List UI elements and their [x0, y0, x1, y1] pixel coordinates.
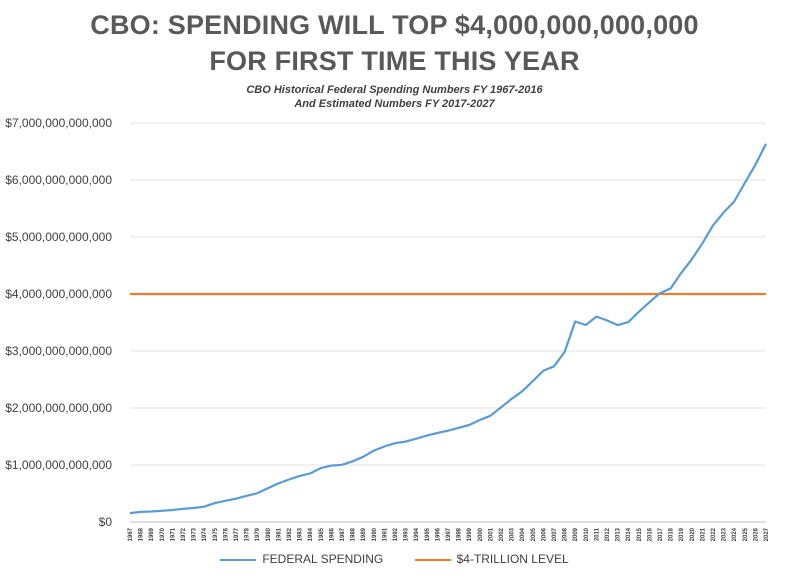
x-tick-label: 1996: [435, 527, 441, 541]
x-tick-label: 2001: [488, 527, 494, 541]
chart-title-line-2: FOR FIRST TIME THIS YEAR: [209, 46, 580, 76]
x-tick-label: 2012: [605, 527, 611, 541]
x-tick-label: 2023: [722, 527, 728, 541]
x-tick-label: 2002: [499, 527, 505, 541]
x-tick-label: 2025: [743, 527, 749, 541]
y-tick-label: $3,000,000,000,000: [5, 344, 112, 358]
x-tick-label: 2019: [679, 527, 685, 541]
x-tick-label: 1993: [404, 527, 410, 541]
legend-label: $4-TRILLION LEVEL: [456, 552, 569, 566]
x-tick-label: 1983: [298, 527, 304, 541]
x-tick-label: 1970: [160, 527, 166, 541]
x-tick-label: 2005: [531, 527, 537, 541]
x-tick-label: 1995: [425, 527, 431, 541]
x-tick-label: 2015: [637, 527, 643, 541]
x-tick-label: 2003: [510, 527, 516, 541]
x-tick-label: 1999: [467, 527, 473, 541]
x-tick-label: 2010: [584, 527, 590, 541]
x-tick-label: 1988: [351, 527, 357, 541]
x-tick-label: 2027: [764, 527, 770, 541]
y-tick-label: $2,000,000,000,000: [5, 401, 112, 415]
x-tick-label: 2000: [478, 527, 484, 541]
chart-title: CBO: SPENDING WILL TOP $4,000,000,000,00…: [90, 10, 699, 40]
x-tick-label: 1981: [276, 527, 282, 541]
y-axis: $0 $1,000,000,000,000 $2,000,000,000,000 $3…: [5, 116, 112, 529]
legend-label: FEDERAL SPENDING: [262, 552, 384, 566]
x-tick-label: 2018: [669, 527, 675, 541]
x-tick-label: 1991: [382, 527, 388, 541]
x-tick-label: 1967: [128, 527, 134, 541]
x-tick-label: 2007: [552, 527, 558, 541]
x-tick-label: 2021: [700, 527, 706, 541]
legend-swatch-federal-spending: [220, 558, 257, 561]
x-tick-label: 1984: [308, 527, 314, 541]
x-tick-label: 1980: [266, 527, 272, 541]
x-axis: 1967 1968 1969 1970 1971 1972 1973 1974 1975 1976…: [128, 527, 770, 541]
x-tick-label: 2017: [658, 527, 664, 541]
x-tick-label: 1971: [170, 527, 176, 541]
chart-subtitle: CBO Historical Federal Spending Numbers …: [246, 84, 543, 96]
legend-swatch-4-trillion-level: [414, 558, 451, 561]
legend-item-federal-spending: FEDERAL SPENDING: [220, 552, 383, 566]
x-tick-label: 1975: [213, 527, 219, 541]
x-tick-label: 1985: [319, 527, 325, 541]
x-tick-label: 2013: [616, 527, 622, 541]
legend-item-4-trillion-level: $4-TRILLION LEVEL: [414, 552, 569, 566]
x-tick-label: 1974: [202, 527, 208, 541]
x-tick-label: 2026: [753, 527, 759, 541]
x-tick-label: 2009: [573, 527, 579, 541]
x-tick-label: 2008: [563, 527, 569, 541]
x-tick-label: 2024: [732, 527, 738, 541]
x-tick-label: 2011: [594, 527, 600, 541]
y-tick-label: $7,000,000,000,000: [5, 116, 112, 130]
x-tick-label: 2004: [520, 527, 526, 541]
x-tick-label: 1973: [192, 527, 198, 541]
x-tick-label: 1990: [372, 527, 378, 541]
x-tick-label: 1982: [287, 527, 293, 541]
legend: FEDERAL SPENDING $4-TRILLION LEVEL: [0, 552, 789, 566]
y-tick-label: $5,000,000,000,000: [5, 230, 112, 244]
x-tick-label: 1997: [446, 527, 452, 541]
y-tick-label: $6,000,000,000,000: [5, 173, 112, 187]
x-tick-label: 2022: [711, 527, 717, 541]
x-tick-label: 1992: [393, 527, 399, 541]
x-tick-label: 1989: [361, 527, 367, 541]
x-tick-label: 2006: [541, 527, 547, 541]
x-tick-label: 1976: [223, 527, 229, 541]
x-tick-label: 1978: [245, 527, 251, 541]
x-tick-label: 1998: [457, 527, 463, 541]
series-lines: [129, 143, 767, 515]
x-tick-label: 2014: [626, 527, 632, 541]
x-tick-label: 1968: [139, 527, 145, 541]
y-tick-label: $4,000,000,000,000: [5, 287, 112, 301]
x-tick-label: 1994: [414, 527, 420, 541]
x-tick-label: 1979: [255, 527, 261, 541]
x-tick-label: 1986: [329, 527, 335, 541]
y-tick-label: $0: [99, 515, 113, 529]
x-tick-label: 1972: [181, 527, 187, 541]
y-tick-label: $1,000,000,000,000: [5, 458, 112, 472]
gridlines: [130, 122, 766, 523]
x-tick-label: 1977: [234, 527, 240, 541]
x-tick-label: 2020: [690, 527, 696, 541]
x-tick-label: 2016: [647, 527, 653, 541]
series-line-federal-spending: [129, 143, 767, 515]
x-tick-label: 1969: [149, 527, 155, 541]
x-tick-label: 1987: [340, 527, 346, 541]
chart-subtitle-line-2: And Estimated Numbers FY 2017-2027: [294, 98, 495, 110]
